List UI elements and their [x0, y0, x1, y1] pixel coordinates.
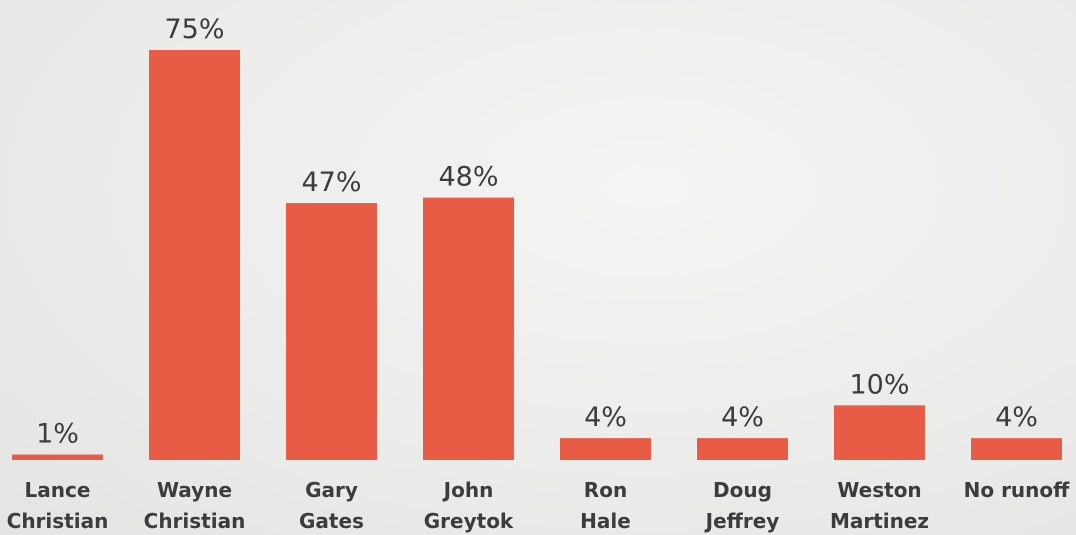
- category-label-line: Gary: [305, 478, 358, 502]
- category-label: Doug Jeffrey: [704, 478, 780, 533]
- bar: [697, 438, 788, 460]
- category-label: Weston Martinez: [830, 478, 929, 533]
- category-label-line: No runoff: [964, 478, 1071, 502]
- bar: [560, 438, 651, 460]
- bar-value-label: 1%: [36, 419, 79, 450]
- bar-value-label: 4%: [584, 402, 627, 433]
- category-label-line: Jeffrey: [704, 509, 780, 533]
- bar-value-label: 4%: [995, 402, 1038, 433]
- bar: [423, 197, 514, 460]
- category-label: Gary Gates: [299, 478, 364, 533]
- category-label-line: Christian: [7, 509, 109, 533]
- category-label-line: Greytok: [424, 509, 514, 533]
- category-label: John Greytok: [424, 478, 514, 533]
- category-label: No runoff: [964, 478, 1071, 502]
- category-label-line: John: [442, 478, 494, 502]
- bar-value-label: 48%: [438, 162, 498, 193]
- bar: [149, 50, 240, 460]
- bar: [834, 405, 925, 460]
- category-label-line: Doug: [713, 478, 772, 502]
- bar-value-label: 4%: [721, 402, 764, 433]
- category-label: Lance Christian: [7, 478, 109, 533]
- category-label-line: Wayne: [157, 478, 232, 502]
- category-label: Wayne Christian: [144, 478, 246, 533]
- bar-value-label: 47%: [301, 167, 361, 198]
- bar-value-label: 10%: [849, 369, 909, 400]
- bar: [12, 454, 103, 460]
- category-label-line: Christian: [144, 509, 246, 533]
- category-label: Ron Hale: [580, 478, 631, 533]
- category-label-line: Gates: [299, 509, 364, 533]
- category-label-line: Ron: [584, 478, 627, 502]
- category-label-line: Weston: [837, 478, 921, 502]
- bar: [286, 203, 377, 461]
- category-label-line: Lance: [25, 478, 91, 502]
- bar-value-label: 75%: [164, 14, 224, 45]
- bar: [971, 438, 1062, 460]
- category-label-line: Martinez: [830, 509, 929, 533]
- category-label-line: Hale: [580, 509, 631, 533]
